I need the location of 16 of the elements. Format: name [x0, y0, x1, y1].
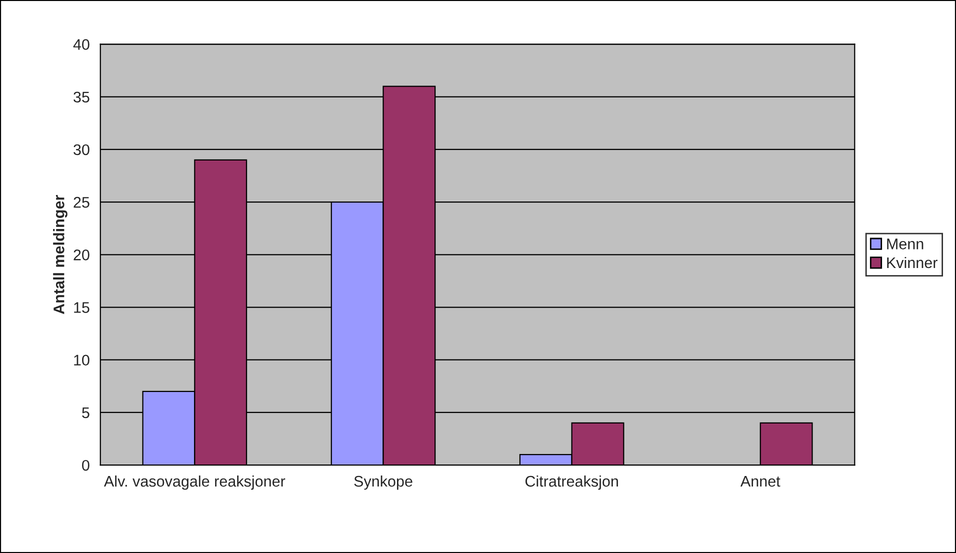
legend-label: Menn — [887, 238, 924, 250]
y-tick-label: 15 — [74, 302, 90, 313]
y-axis-title: Antall meldinger — [53, 195, 68, 314]
y-tick-label: 5 — [82, 407, 90, 418]
x-tick-label: Citratreaksjon — [525, 475, 618, 490]
x-tick-label: Alv. vasovagale reaksjoner — [104, 475, 286, 490]
y-tick-label: 0 — [82, 460, 90, 471]
y-tick-label: 20 — [74, 250, 90, 260]
y-tick-label: 40 — [73, 39, 90, 50]
x-tick-label: Annet — [740, 476, 780, 487]
y-tick-label: 10 — [74, 354, 90, 366]
y-tick-label: 35 — [74, 92, 90, 103]
y-tick-label: 30 — [74, 144, 90, 156]
x-tick-label: Synkope — [354, 475, 412, 490]
legend-label: Kvinner — [887, 256, 938, 268]
y-tick-label: 25 — [74, 196, 90, 208]
